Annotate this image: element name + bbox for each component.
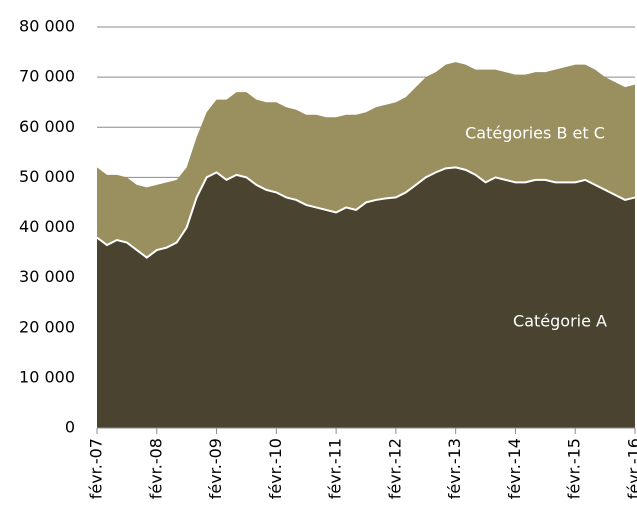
boundary-line	[96, 166, 636, 259]
x-tick-label: févr.-12	[385, 438, 404, 499]
x-tick-label: févr.-07	[87, 438, 106, 499]
area	[97, 167, 635, 428]
x-tick-label: févr.-08	[146, 438, 165, 499]
y-tick-label: 60 000	[19, 117, 75, 136]
x-tick-label: févr.-13	[445, 438, 464, 499]
series-label: Catégorie A	[513, 312, 607, 331]
x-tick-label: févr.-10	[266, 438, 285, 499]
y-tick-label: 20 000	[19, 317, 75, 336]
y-tick-label: 0	[65, 418, 75, 437]
x-tick-label: févr.-15	[565, 438, 584, 499]
y-tick-label: 30 000	[19, 267, 75, 286]
x-tick-label: févr.-14	[505, 438, 524, 499]
y-tick-label: 80 000	[19, 17, 75, 36]
area	[97, 62, 635, 258]
y-tick-label: 50 000	[19, 167, 75, 186]
x-tick-label: févr.-09	[206, 438, 225, 499]
y-tick-label: 40 000	[19, 217, 75, 236]
x-tick-label: févr.-16	[625, 438, 637, 499]
x-tick-label: févr.-11	[326, 438, 345, 499]
y-tick-label: 70 000	[19, 67, 75, 86]
series-label: Catégories B et C	[465, 124, 605, 143]
y-tick-label: 10 000	[19, 367, 75, 386]
